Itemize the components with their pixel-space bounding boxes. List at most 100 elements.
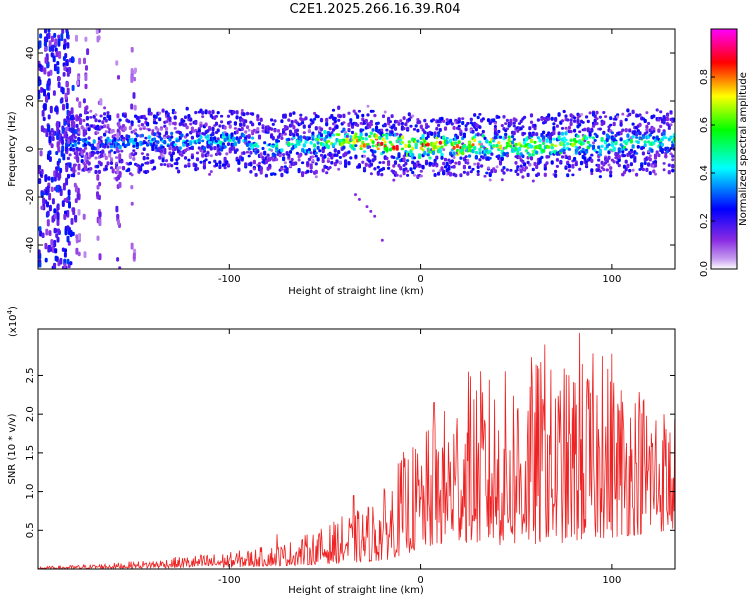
spectrogram-cell — [588, 143, 592, 148]
spectrogram-cell — [77, 141, 81, 145]
spectrogram-cell — [569, 129, 573, 134]
spectrogram-cell — [423, 130, 427, 135]
spectrogram-cell — [69, 115, 73, 121]
spectrogram-cell — [251, 112, 255, 116]
spectrogram-cell — [168, 116, 172, 122]
spectrogram-cell — [44, 56, 48, 64]
spectrogram-cell — [118, 266, 122, 269]
spectrogram-cell — [364, 119, 368, 124]
spectrogram-cell — [70, 107, 74, 115]
spectrogram-cell — [152, 132, 157, 137]
spectrogram-cell — [437, 171, 441, 176]
spectrogram-cell — [356, 114, 360, 119]
spectrogram-cell — [84, 36, 88, 42]
spectrogram-cell — [421, 148, 425, 152]
spectrogram-cell — [266, 153, 270, 158]
spectrogram-cell — [323, 154, 327, 159]
spectrogram-cell — [497, 129, 501, 134]
spectrogram-x-tick-label: -100 — [218, 274, 241, 285]
spectrogram-cell — [409, 149, 413, 153]
spectrogram-cell — [476, 165, 480, 170]
spectrogram-cell — [130, 201, 134, 206]
spectrogram-cell — [645, 127, 649, 132]
spectrogram-cell — [94, 118, 98, 123]
spectrogram-y-axis-label: Frequency (Hz) — [7, 111, 18, 187]
spectrogram-cell — [76, 80, 79, 86]
spectrogram-cell — [252, 159, 256, 165]
spectrogram-cell — [347, 127, 351, 131]
spectrogram-cell — [418, 121, 422, 125]
spectrogram-cell — [648, 133, 652, 137]
spectrogram-cell — [452, 164, 456, 169]
spectrogram-cell — [118, 181, 122, 188]
spectrogram-cell — [66, 81, 69, 88]
spectrogram-cell — [163, 147, 167, 152]
spectrogram-cell — [268, 163, 272, 168]
spectrogram-cell — [478, 140, 482, 144]
spectrogram-cell — [483, 136, 487, 140]
spectrogram-cell — [347, 111, 351, 115]
spectrogram-cell — [629, 162, 633, 167]
spectrogram-cell — [164, 126, 169, 131]
spectrogram-cell — [89, 109, 93, 113]
spectrogram-cell — [311, 138, 315, 141]
spectrogram-cell — [447, 167, 451, 170]
spectrogram-cell — [280, 172, 284, 178]
spectrogram-cell — [245, 150, 250, 154]
spectrogram-cell — [209, 146, 213, 151]
spectrogram-cell — [365, 205, 369, 209]
spectrogram-cell — [442, 148, 446, 152]
spectrogram-cell — [435, 140, 439, 144]
spectrogram-cell — [411, 146, 415, 151]
spectrogram-cell — [83, 251, 87, 258]
spectrogram-cell — [307, 128, 311, 132]
spectrogram-cell — [209, 170, 213, 174]
spectrogram-cell — [635, 152, 639, 155]
spectrogram-cell — [392, 123, 396, 129]
spectrogram-cell — [270, 127, 274, 131]
spectrogram-cell — [595, 110, 599, 115]
spectrogram-cell — [43, 103, 47, 111]
spectrogram-cell — [68, 153, 72, 157]
spectrogram-cell — [559, 160, 563, 164]
spectrogram-cell — [402, 126, 406, 130]
spectrogram-cell — [338, 156, 342, 159]
spectrogram-cell — [416, 118, 420, 122]
spectrogram-cell — [70, 134, 74, 142]
spectrogram-cell — [187, 162, 191, 166]
spectrogram-cell — [115, 146, 119, 153]
spectrogram-cell — [671, 143, 675, 148]
spectrogram-cell — [363, 154, 366, 158]
spectrogram-cell — [385, 136, 389, 140]
spectrogram-cell — [457, 127, 461, 131]
spectrogram-cell — [481, 129, 485, 134]
spectrogram-cell — [53, 227, 57, 234]
spectrogram-cell — [164, 120, 169, 124]
spectrogram-cell — [87, 127, 91, 132]
spectrogram-cell — [552, 137, 556, 141]
spectrogram-cell — [400, 140, 404, 144]
spectrogram-cell — [218, 160, 222, 165]
spectrogram-cell — [55, 106, 59, 113]
spectrogram-cell — [48, 130, 52, 136]
spectrogram-cell — [493, 127, 497, 132]
spectrogram-cell — [478, 125, 482, 130]
spectrogram-cell — [170, 135, 174, 139]
spectrogram-cell — [75, 34, 78, 42]
spectrogram-cell — [645, 111, 649, 115]
spectrogram-cell — [667, 127, 671, 130]
spectrogram-cell — [616, 113, 620, 117]
spectrogram-cell — [392, 156, 396, 159]
spectrogram-cell — [597, 158, 601, 162]
spectrogram-cell — [302, 143, 306, 148]
spectrogram-cell — [461, 120, 465, 126]
spectrogram-cell — [547, 155, 551, 159]
spectrogram-cell — [73, 139, 77, 143]
spectrogram-cell — [195, 157, 200, 162]
spectrogram-cell — [177, 138, 181, 143]
spectrogram-cell — [38, 249, 41, 256]
spectrogram-cell — [232, 110, 236, 115]
spectrogram-cell — [158, 132, 162, 136]
spectrogram-cell — [528, 126, 532, 131]
spectrogram-cell — [344, 159, 348, 164]
